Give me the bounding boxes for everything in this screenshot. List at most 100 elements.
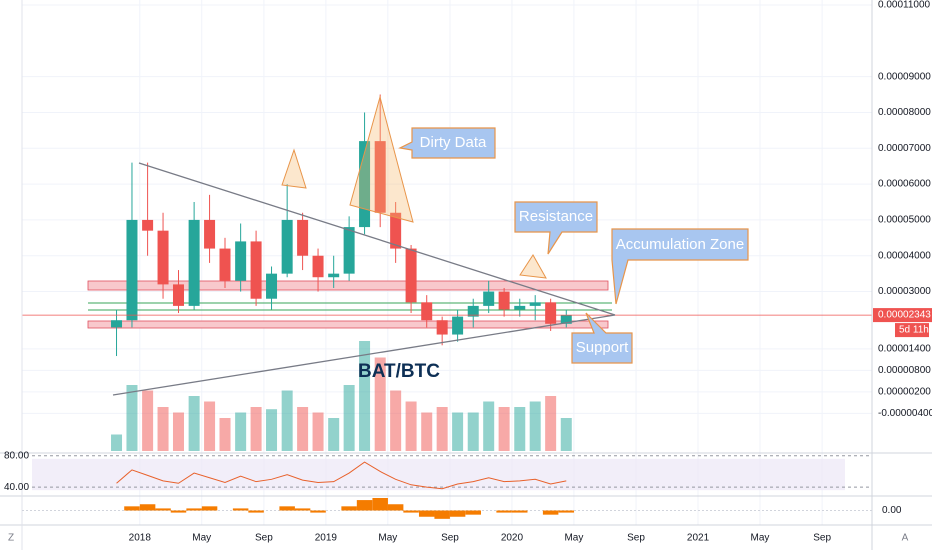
histogram-bar [356, 500, 373, 511]
candle-body [250, 241, 262, 299]
volume-bar [312, 412, 324, 451]
volume-bar [529, 401, 541, 451]
candle-body [188, 219, 200, 306]
x-tick-label: 2019 [315, 533, 338, 544]
candle-body [328, 273, 340, 278]
histogram-bar [465, 510, 481, 515]
volume-bar [452, 412, 464, 451]
histogram-bar [186, 508, 202, 511]
volume-bar [188, 396, 200, 451]
volume-bar [343, 385, 355, 451]
annotation: Accumulation Zone [616, 236, 744, 253]
x-tick-label: Sep [255, 533, 273, 544]
candle-body [235, 241, 247, 281]
x-tick-label: Sep [627, 533, 645, 544]
candle-body [111, 320, 123, 328]
volume-bar [498, 407, 510, 451]
y-tick-label: -0.00000400 [878, 408, 932, 419]
toolbar-icon[interactable]: A [902, 533, 909, 544]
candle-body [421, 302, 433, 321]
chart-title: BAT/BTC [358, 361, 440, 382]
histogram-bar [418, 510, 435, 517]
indicator-panes: 80.00 40.00 0.00 [4, 450, 902, 519]
x-tick-label: Sep [441, 533, 459, 544]
candle-body [157, 230, 169, 285]
volume-bar [483, 401, 495, 451]
price-label-box [873, 308, 932, 323]
annotation: Dirty Data [420, 134, 487, 151]
support-zone [87, 320, 609, 329]
pattern-triangle [349, 95, 414, 223]
candle-body [126, 219, 138, 321]
volume-bar [172, 412, 184, 451]
volume-bar [281, 390, 293, 451]
volume-bar [219, 418, 231, 451]
volume-bar [297, 407, 309, 451]
volume-bar [266, 409, 278, 451]
marks [22, 94, 872, 451]
candle-body [204, 219, 216, 249]
histogram-bar [341, 506, 357, 511]
histogram-bar [387, 504, 404, 511]
callout [611, 228, 749, 305]
callout [571, 312, 633, 364]
callout [398, 127, 496, 159]
x-tick-label: May [564, 533, 583, 544]
candle-body [545, 302, 557, 324]
trend-line [138, 162, 616, 316]
y-tick-label: 0.00001400 [878, 344, 931, 355]
volume-bar [157, 407, 169, 451]
volume-bar [111, 434, 123, 451]
candle-body [359, 141, 371, 228]
y-tick-label: 0.00 [882, 505, 902, 516]
candle-body [560, 315, 572, 324]
volume-bar [142, 390, 154, 451]
candle-body [142, 219, 154, 231]
y-tick-label: 0.00000800 [878, 365, 931, 376]
candle-body [281, 219, 293, 274]
histogram-bar [512, 510, 528, 513]
candle-body [172, 284, 184, 306]
y-tick-label: 0.00004000 [878, 250, 931, 261]
volume-bar [250, 407, 262, 451]
histogram-bar [372, 498, 388, 511]
countdown: 5d 11h [899, 325, 929, 336]
x-tick-label: 2020 [501, 533, 524, 544]
volume-bar [374, 357, 386, 451]
histogram-bar [449, 510, 466, 517]
candle-body [452, 316, 464, 335]
y-tick-label: 0.00006000 [878, 179, 931, 190]
y-tick-label: 0.00005000 [878, 215, 931, 226]
rsi-line [116, 461, 567, 490]
volume-bar [436, 407, 448, 451]
volume-bar [514, 407, 526, 451]
candle-body [514, 305, 526, 310]
volume-bar [126, 385, 138, 451]
volume-bar [235, 412, 247, 451]
y-tick-label: 80.00 [4, 450, 29, 461]
x-tick-label: May [192, 533, 211, 544]
histogram-bar [139, 504, 156, 511]
histogram-bar [310, 510, 326, 513]
histogram-bar [403, 510, 419, 513]
rsi-band [32, 458, 845, 491]
resistance-zone [87, 280, 609, 291]
volume-bar [328, 418, 340, 451]
toolbar-icon[interactable]: Z [8, 533, 14, 544]
x-tick-label: 2021 [687, 533, 710, 544]
annotation: Resistance [519, 208, 593, 225]
y-tick-label: 0.00000200 [878, 386, 931, 397]
histogram-bar [201, 506, 218, 511]
volume-bar [359, 341, 371, 451]
volume-bar [560, 418, 572, 451]
histogram-bar [170, 510, 187, 513]
x-tick-label: May [751, 533, 770, 544]
histogram-bar [542, 510, 559, 515]
x-tick-label: May [378, 533, 397, 544]
histogram-bar [248, 510, 264, 513]
candle-body [467, 305, 479, 317]
volume-bar [204, 401, 216, 451]
candle-body [374, 141, 386, 213]
